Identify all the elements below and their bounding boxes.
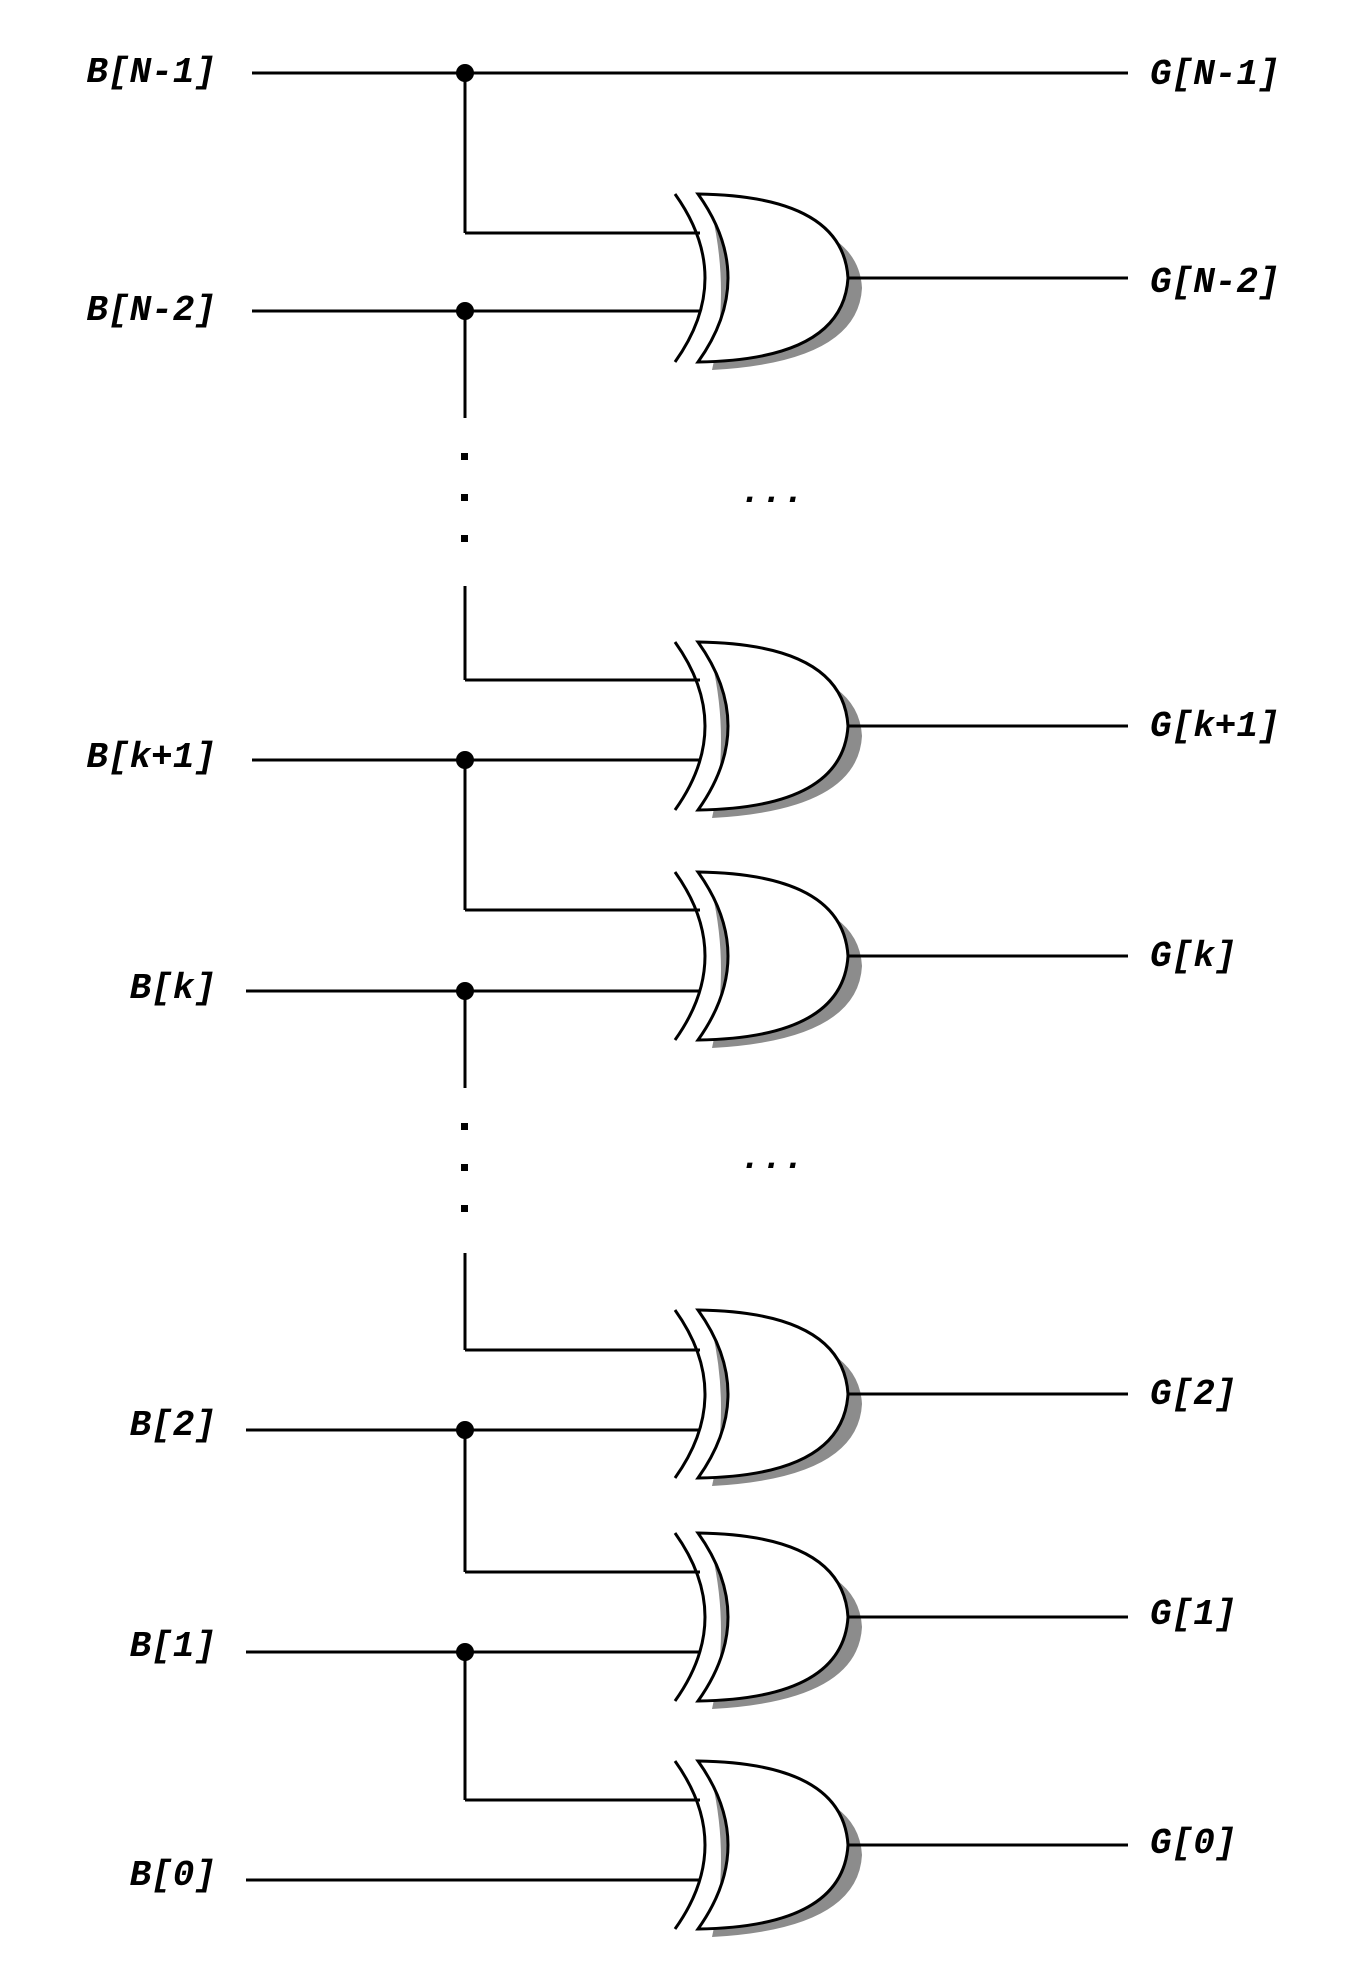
xor-gate-k [673, 870, 1130, 1050]
input-label-b-n-1: B[N-1] [86, 52, 216, 93]
vertical-ellipsis-lower-3 [461, 1205, 468, 1212]
vertical-ellipsis-lower-1 [461, 1123, 468, 1130]
input-label-b-1: B[1] [130, 1626, 216, 1667]
output-label-g-2: G[2] [1150, 1374, 1236, 1415]
ellipsis-lower: ... [740, 1138, 805, 1179]
xor-gate-0 [673, 1759, 1130, 1939]
ellipsis-upper: ... [740, 472, 805, 513]
xor-gate-n-2 [673, 192, 1130, 372]
input-label-b-n-2: B[N-2] [86, 290, 216, 331]
xor-gate-2 [673, 1308, 1130, 1488]
input-label-b-2: B[2] [130, 1405, 216, 1446]
output-label-g-k-plus-1: G[k+1] [1150, 706, 1280, 747]
output-label-g-k: G[k] [1150, 936, 1236, 977]
vertical-ellipsis-lower-2 [461, 1164, 468, 1171]
output-label-g-n-2: G[N-2] [1150, 262, 1280, 303]
input-label-b-0: B[0] [130, 1855, 216, 1896]
vertical-ellipsis-upper-3 [461, 535, 468, 542]
vertical-ellipsis-upper-1 [461, 453, 468, 460]
output-label-g-n-1: G[N-1] [1150, 54, 1280, 95]
xor-gate-k-plus-1 [673, 640, 1130, 820]
output-label-g-1: G[1] [1150, 1594, 1236, 1635]
input-label-b-k-plus-1: B[k+1] [86, 737, 216, 778]
output-label-g-0: G[0] [1150, 1823, 1236, 1864]
input-label-b-k: B[k] [130, 968, 216, 1009]
xor-gate-1 [673, 1531, 1130, 1711]
vertical-ellipsis-upper-2 [461, 494, 468, 501]
